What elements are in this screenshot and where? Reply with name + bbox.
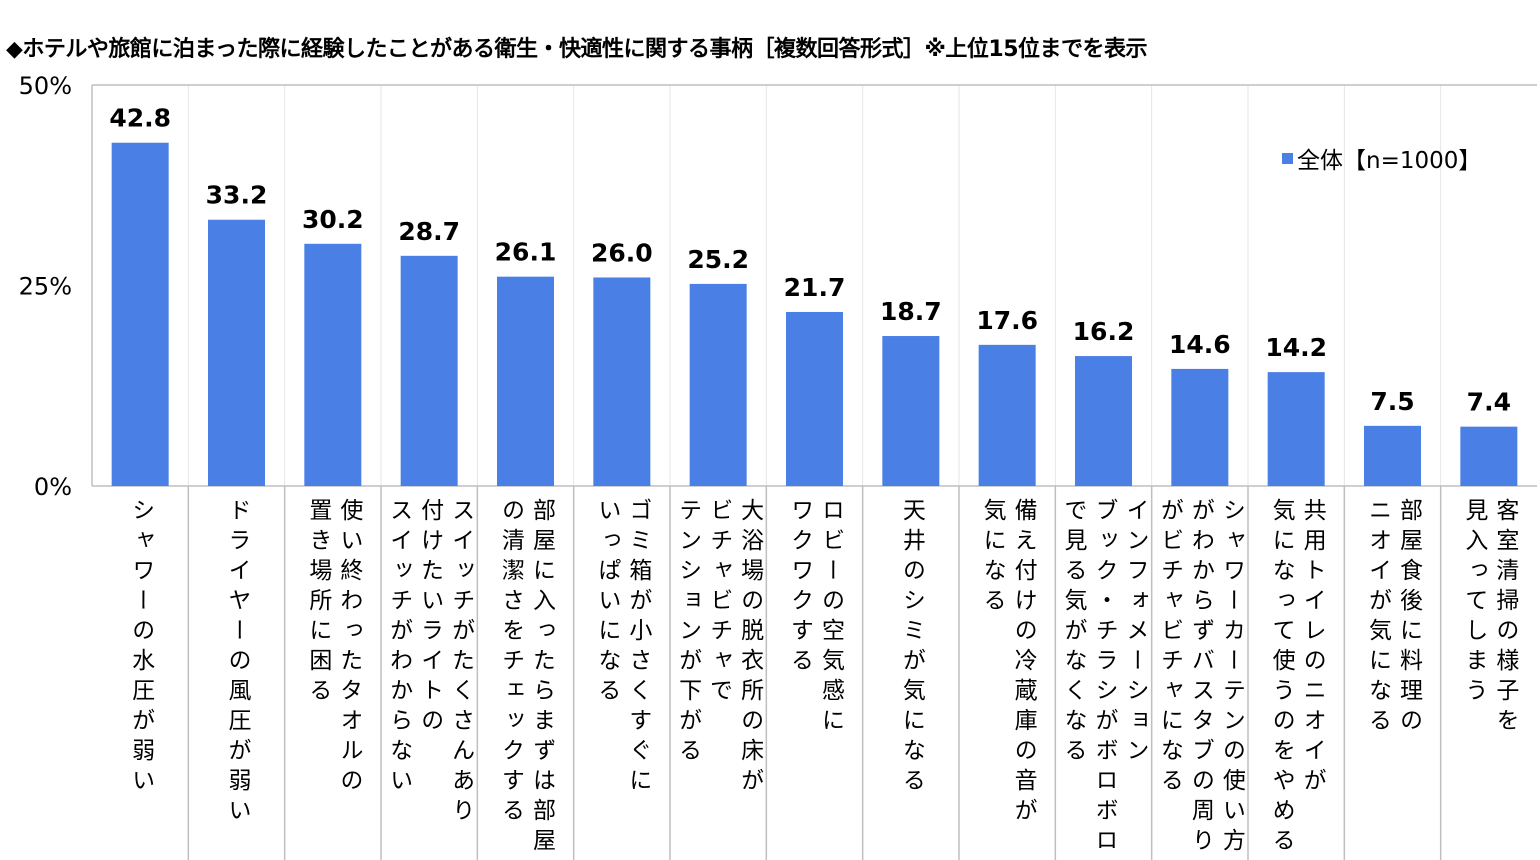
category-label: 共用トイレのニオイが 気になって使うのをやめる	[1268, 498, 1326, 858]
category-label: ゴミ箱が小さくすぐに いっぱいになる	[593, 498, 651, 798]
bar	[786, 311, 843, 486]
category-label: シャワーの水圧が弱い	[127, 498, 154, 798]
bar	[1171, 368, 1229, 486]
bar	[1364, 425, 1421, 486]
data-label: 7.4	[1467, 388, 1511, 417]
bar	[882, 336, 940, 486]
bar	[593, 277, 651, 486]
y-tick-label: 25%	[19, 273, 72, 301]
category-label: ドライヤーの風圧が弱い	[224, 498, 250, 828]
category-label: 客室清掃の様子を 見入ってしまう	[1460, 498, 1518, 738]
category-label: ロビーの空気感に ワクワクする	[786, 498, 844, 738]
category-label: スイッチがたくさんあり 付けたいライトの スイッチがわからない	[385, 498, 474, 828]
bar	[1460, 426, 1518, 486]
category-label: 使い終わったタオルの 置き場所に困る	[304, 498, 362, 798]
data-label: 21.7	[784, 273, 846, 302]
bar	[1267, 372, 1325, 486]
data-label: 14.2	[1265, 333, 1327, 362]
bar	[1075, 356, 1132, 486]
data-label: 33.2	[206, 181, 268, 210]
legend-label: 全体【n=1000】	[1297, 148, 1482, 174]
category-label: シャワーカーテンの使い方 がわからずバスタブの周り がビチャビチャになる	[1156, 498, 1245, 858]
bar	[111, 142, 169, 486]
category-label: インフォメーション ブック・チラシがボロボロ で見る気がなくなる	[1060, 498, 1148, 858]
legend: 全体【n=1000】	[1282, 141, 1481, 175]
bar	[689, 283, 747, 486]
data-label: 14.6	[1169, 330, 1231, 359]
data-label: 16.2	[1073, 317, 1135, 346]
data-label: 18.7	[880, 297, 942, 326]
y-tick-label: 0%	[34, 473, 72, 501]
data-label: 42.8	[109, 104, 171, 133]
bar	[304, 243, 362, 486]
bar	[400, 255, 458, 486]
data-label: 30.2	[302, 205, 364, 234]
data-label: 17.6	[976, 306, 1038, 335]
bar	[208, 219, 265, 486]
bar	[497, 276, 554, 486]
data-label: 28.7	[398, 217, 460, 246]
data-label: 25.2	[687, 245, 749, 274]
y-tick-label: 50%	[19, 72, 72, 100]
data-label: 26.1	[495, 238, 557, 267]
chart-title: ◆ホテルや旅館に泊まった際に経験したことがある衛生・快適性に関する事柄［複数回答…	[6, 37, 1148, 62]
category-label: 部屋に入ったらまずは部屋 の清潔さをチェックする	[497, 498, 555, 858]
data-label: 26.0	[591, 238, 653, 267]
data-label: 7.5	[1370, 387, 1414, 416]
bar	[978, 344, 1036, 486]
category-label: 天井のシミが気になる	[898, 498, 925, 798]
legend-swatch	[1282, 152, 1293, 164]
category-label: 備え付けの冷蔵庫の音が 気になる	[979, 498, 1037, 828]
category-label: 大浴場の脱衣所の床が ビチャビチャで テンションが下がる	[674, 498, 763, 798]
category-label: 部屋食後に料理の ニオイが気になる	[1364, 498, 1422, 738]
